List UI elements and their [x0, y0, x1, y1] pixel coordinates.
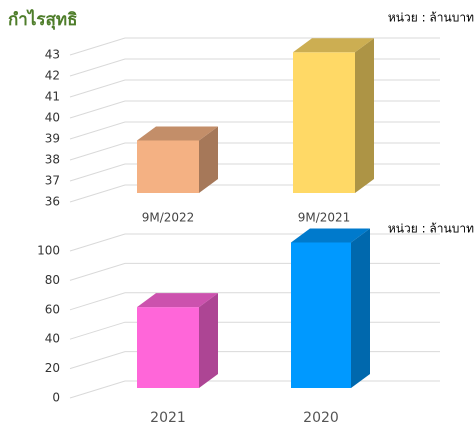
bar-top	[293, 38, 374, 53]
y-tick-label: 80	[45, 273, 60, 287]
bar-top	[137, 126, 218, 141]
bar-side	[199, 126, 218, 193]
bar-top	[137, 293, 218, 308]
grid-line	[69, 58, 440, 77]
bar-front	[293, 52, 355, 193]
y-tick-label: 20	[45, 361, 60, 375]
y-tick-label: 40	[45, 332, 60, 346]
y-tick-label: 39	[45, 132, 60, 146]
grid-line	[69, 100, 440, 119]
y-tick-label: 41	[45, 90, 60, 104]
grid-line	[69, 351, 440, 370]
grid-line	[69, 121, 440, 140]
bar-side	[199, 293, 218, 388]
grid-line	[69, 184, 440, 203]
bar-side	[351, 228, 370, 388]
unit-label: หน่วย : ล้านบาท	[388, 11, 474, 25]
y-tick-label: 42	[45, 69, 60, 83]
y-tick-label: 36	[45, 195, 60, 209]
grid-line	[69, 233, 440, 252]
y-tick-label: 100	[37, 244, 60, 258]
y-tick-label: 0	[52, 391, 60, 405]
bar-side	[355, 38, 374, 193]
grid-line	[69, 79, 440, 98]
bar-top	[291, 228, 370, 243]
x-tick-label: 2020	[303, 410, 339, 425]
grid-line	[69, 142, 440, 161]
x-tick-label: 9M/2021	[298, 211, 351, 225]
x-tick-label: 9M/2022	[142, 211, 195, 225]
x-tick-label: 2021	[150, 410, 186, 425]
grid-line	[69, 163, 440, 182]
grid-line	[69, 380, 440, 399]
grid-line	[69, 321, 440, 340]
unit-label: หน่วย : ล้านบาท	[388, 222, 474, 236]
y-tick-label: 38	[45, 153, 60, 167]
y-tick-label: 60	[45, 302, 60, 316]
bar-front	[291, 242, 351, 388]
y-tick-label: 43	[45, 48, 60, 62]
grid-line	[69, 292, 440, 311]
bar-front	[137, 307, 199, 388]
chart-title: กำไรสุทธิ	[8, 9, 77, 30]
y-tick-label: 40	[45, 111, 60, 125]
bar-front	[137, 140, 199, 193]
grid-line	[69, 262, 440, 281]
y-tick-label: 37	[45, 174, 60, 188]
grid-line	[69, 37, 440, 56]
